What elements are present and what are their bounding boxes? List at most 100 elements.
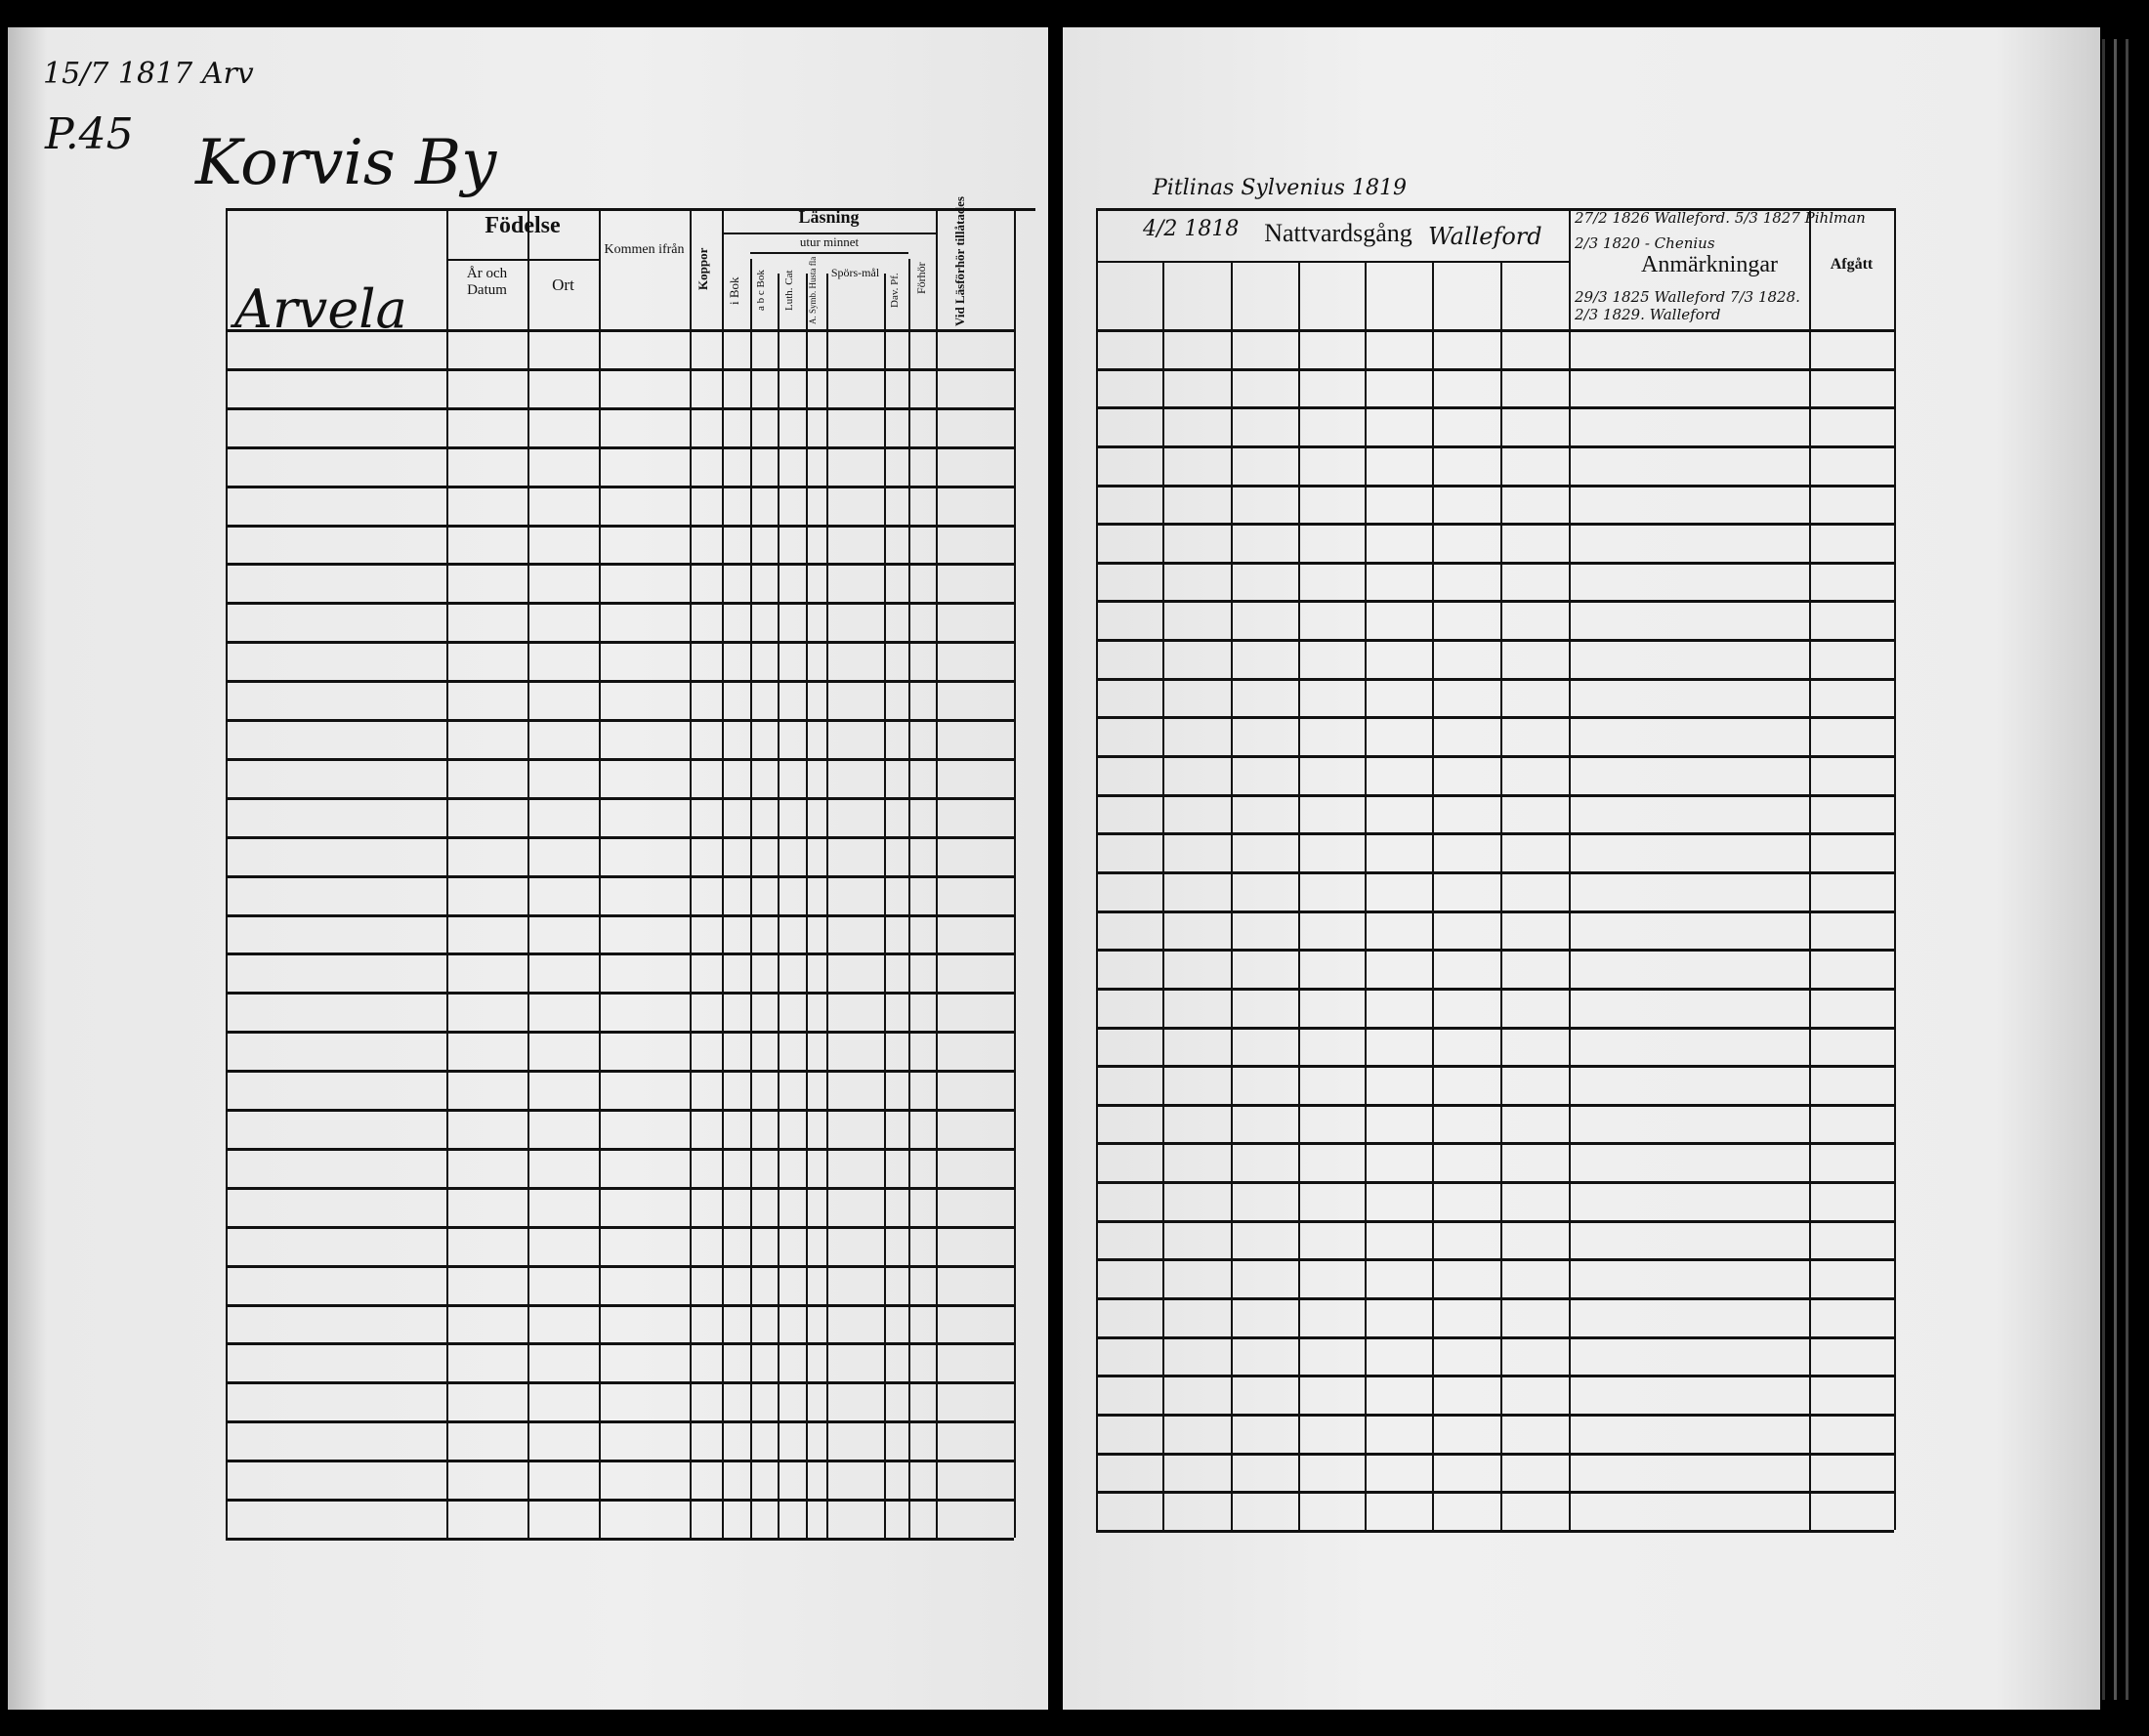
row-divider <box>1096 949 1894 953</box>
column-divider <box>527 208 529 1538</box>
row-divider <box>226 757 1014 761</box>
row-divider <box>226 485 1014 488</box>
row-divider <box>226 641 1014 645</box>
header-ar-och-datum: År och Datum <box>466 266 508 298</box>
column-divider <box>599 208 601 1538</box>
column-divider <box>1365 261 1367 1530</box>
page-edge <box>2102 39 2105 1700</box>
anm-header-note: 27/2 1826 Walleford. 5/3 1827 Pihlman <box>1575 209 1866 227</box>
column-divider <box>936 208 938 1538</box>
row-divider <box>226 563 1014 567</box>
row-divider <box>1096 1181 1894 1185</box>
row-divider <box>1096 832 1894 836</box>
row-divider <box>226 1499 1014 1502</box>
header-vid-lasforhor: Vid Läsförhör tillåtades <box>952 196 967 326</box>
header-afgatt: Afgått <box>1830 256 1874 273</box>
row-divider <box>226 719 1014 722</box>
row-divider <box>226 874 1014 878</box>
row-divider <box>1096 1529 1894 1533</box>
row-divider <box>1096 406 1894 410</box>
header-abc-bok: a b c Bok <box>755 270 767 312</box>
row-divider <box>1096 1103 1894 1107</box>
header-utur-minnet: utur minnet <box>799 234 860 249</box>
row-divider <box>226 1031 1014 1035</box>
header-divider <box>722 233 936 234</box>
header-fodelse: Födelse <box>485 213 561 238</box>
column-divider <box>908 259 910 1538</box>
row-divider <box>226 445 1014 449</box>
row-divider <box>226 1225 1014 1229</box>
column-divider <box>1432 261 1434 1530</box>
page-number: P.45 <box>45 109 134 159</box>
row-divider <box>226 680 1014 684</box>
page-edge <box>2114 39 2117 1700</box>
column-divider <box>1500 261 1502 1530</box>
column-divider <box>690 208 692 1538</box>
corner-note: 15/7 1817 Arv <box>43 57 254 91</box>
nattvard-note: Walleford <box>1428 223 1542 250</box>
row-divider <box>226 1420 1014 1424</box>
row-divider <box>1096 1375 1894 1378</box>
column-divider <box>1162 261 1164 1530</box>
row-divider <box>1096 1297 1894 1301</box>
header-anmarkningar: Anmärkningar <box>1641 252 1778 277</box>
table-border <box>226 208 1035 211</box>
row-divider <box>1096 1142 1894 1146</box>
row-divider <box>1096 793 1894 797</box>
row-divider <box>226 913 1014 917</box>
header-divider <box>1096 261 1569 263</box>
row-divider <box>226 796 1014 800</box>
row-divider <box>226 1537 1014 1541</box>
header-sporsmal: Spörs-mål <box>830 266 880 279</box>
header-luth-cat: Luth. Cat <box>783 270 795 312</box>
header-forhor: Förhör <box>914 262 928 295</box>
row-divider <box>1096 1335 1894 1339</box>
column-divider <box>446 208 448 1538</box>
row-divider <box>1096 755 1894 759</box>
anm-header-note: 29/3 1825 Walleford 7/3 1828. 2/3 1829. … <box>1575 288 1800 323</box>
column-divider <box>826 274 828 1538</box>
row-divider <box>226 1381 1014 1385</box>
column-divider <box>1014 208 1016 1538</box>
header-a-symb: A. Symb. Husta fla <box>808 256 818 324</box>
header-ort: Ort <box>552 275 574 294</box>
row-divider <box>1096 1026 1894 1030</box>
column-divider <box>1569 208 1571 1530</box>
header-kommen-ifran: Kommen ifrån <box>604 242 685 257</box>
date-note: 4/2 1818 <box>1143 217 1240 241</box>
column-divider <box>226 208 228 1538</box>
header-nattvardsgang: Nattvardsgång <box>1264 219 1412 247</box>
table-border <box>1096 208 1894 211</box>
row-divider <box>1096 600 1894 604</box>
anm-header-note: 2/3 1820 - Chenius <box>1575 234 1715 252</box>
header-koppor: Koppor <box>695 247 710 290</box>
header-divider <box>446 259 599 261</box>
row-divider <box>1096 523 1894 527</box>
row-divider <box>226 329 1014 332</box>
header-i-bok: i Bok <box>727 276 741 305</box>
row-divider <box>226 992 1014 995</box>
row-divider <box>1096 1065 1894 1069</box>
column-divider <box>806 274 808 1538</box>
column-divider <box>750 259 752 1538</box>
row-divider <box>1096 1219 1894 1223</box>
row-divider <box>226 835 1014 839</box>
row-divider <box>226 1460 1014 1463</box>
header-dav-pf: Dav. Pf. <box>889 273 901 309</box>
column-divider <box>1231 261 1233 1530</box>
row-divider <box>226 953 1014 956</box>
row-divider <box>1096 484 1894 487</box>
row-divider <box>1096 716 1894 720</box>
row-divider <box>226 1147 1014 1151</box>
header-divider <box>750 252 908 254</box>
row-divider <box>1096 1258 1894 1262</box>
row-divider <box>1096 870 1894 874</box>
column-divider <box>778 274 780 1538</box>
column-divider <box>1096 208 1098 1530</box>
top-note: Pitlinas Sylvenius 1819 <box>1153 176 1407 200</box>
column-divider <box>1894 208 1896 1530</box>
row-divider <box>226 1070 1014 1074</box>
row-divider <box>1096 329 1894 332</box>
row-divider <box>1096 1413 1894 1417</box>
row-divider <box>226 1109 1014 1112</box>
